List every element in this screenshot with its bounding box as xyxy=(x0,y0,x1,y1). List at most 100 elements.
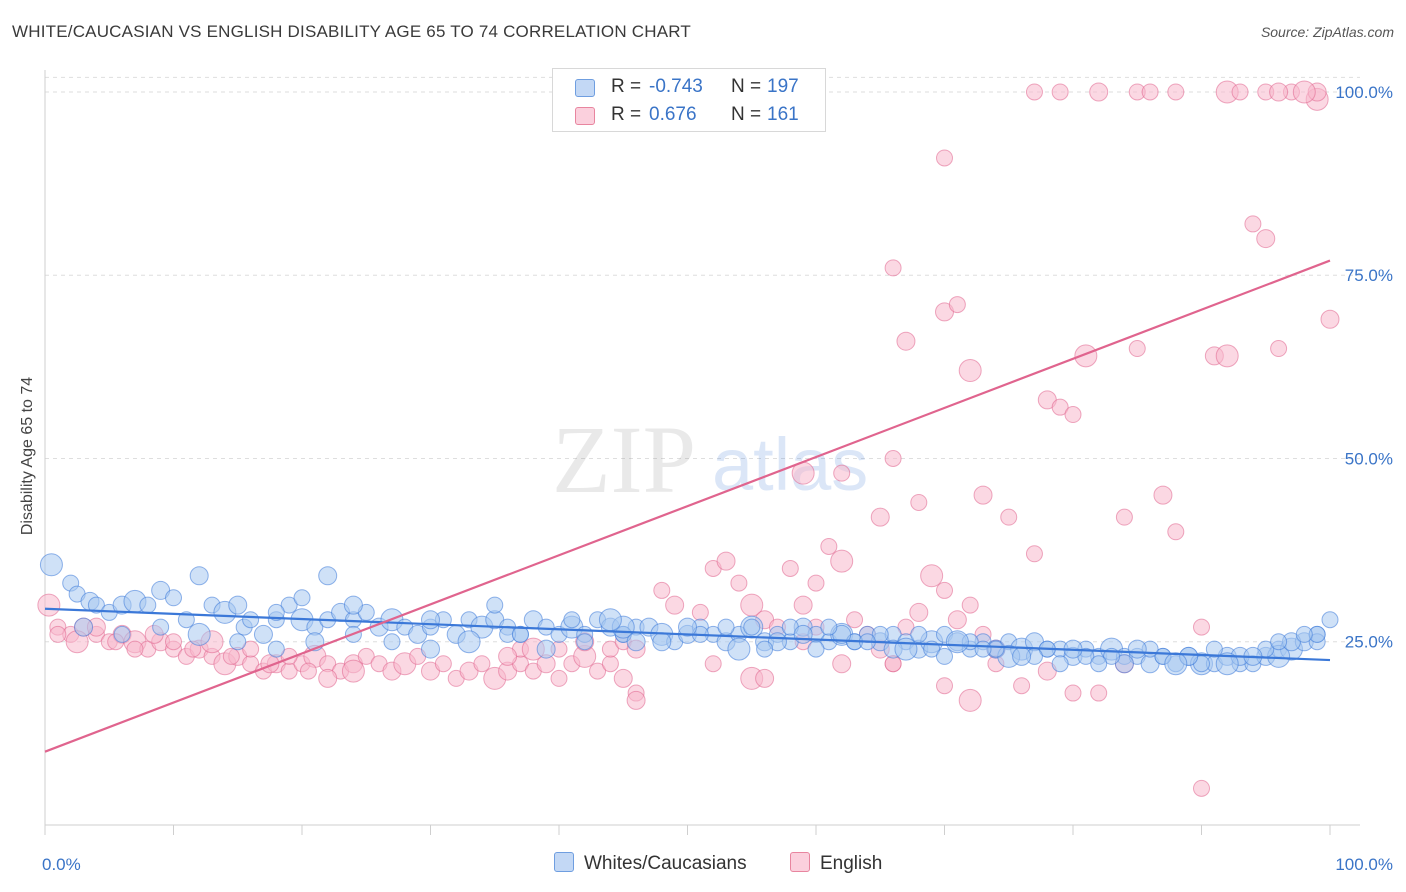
data-point xyxy=(253,624,273,644)
data-point xyxy=(870,507,890,527)
data-point xyxy=(1270,633,1288,651)
data-point xyxy=(187,622,211,646)
data-point xyxy=(228,595,248,615)
legend-r-value: 0.676 xyxy=(649,104,697,125)
data-point xyxy=(1295,625,1313,643)
data-point xyxy=(242,611,260,629)
data-point xyxy=(563,611,581,629)
data-point xyxy=(894,637,918,661)
chart-title: WHITE/CAUCASIAN VS ENGLISH DISABILITY AG… xyxy=(12,22,691,41)
data-point xyxy=(884,449,902,467)
data-point xyxy=(1074,344,1098,368)
watermark-zip: ZIP xyxy=(552,406,696,513)
data-point xyxy=(947,610,967,630)
data-point xyxy=(820,537,838,555)
data-point xyxy=(910,493,928,511)
data-point xyxy=(1064,406,1082,424)
trend-line xyxy=(44,259,1331,753)
data-point xyxy=(383,633,401,651)
data-point xyxy=(165,633,182,651)
data-point xyxy=(974,640,992,658)
trend-lines xyxy=(44,259,1331,753)
data-point xyxy=(716,551,736,571)
data-point xyxy=(973,485,993,505)
data-point xyxy=(39,553,63,577)
data-point xyxy=(1167,83,1185,101)
data-point xyxy=(807,574,825,592)
data-point xyxy=(920,564,944,588)
data-point xyxy=(486,596,504,614)
data-point xyxy=(189,566,209,586)
legend-row-english: R = 0.676 N = 161 xyxy=(553,101,825,129)
data-point xyxy=(74,617,94,637)
data-point xyxy=(1256,229,1276,249)
trend-line xyxy=(44,607,1331,662)
data-point xyxy=(267,640,285,658)
data-point xyxy=(473,655,491,673)
legend-swatch-whites xyxy=(575,79,595,97)
data-point xyxy=(421,610,440,630)
data-point xyxy=(229,633,247,651)
data-point xyxy=(343,595,363,615)
data-point xyxy=(1141,83,1159,101)
data-point xyxy=(267,603,285,621)
data-point xyxy=(691,603,709,621)
data-point xyxy=(421,639,440,659)
x-tick-label: 100.0% xyxy=(1335,855,1393,874)
data-point xyxy=(832,654,852,674)
data-point xyxy=(1012,646,1032,666)
data-point xyxy=(910,625,928,643)
data-point xyxy=(665,595,685,615)
legend-n-label: N = xyxy=(731,104,762,125)
data-point xyxy=(1090,655,1108,673)
data-point xyxy=(678,617,697,637)
data-point xyxy=(1128,340,1146,358)
data-point xyxy=(958,359,982,383)
data-point xyxy=(357,647,375,665)
data-point xyxy=(793,624,813,644)
data-point xyxy=(948,296,966,314)
data-point xyxy=(884,259,902,277)
legend-row-whites: R = -0.743 N = 197 xyxy=(553,73,825,101)
data-point xyxy=(1013,677,1031,695)
data-point xyxy=(833,464,851,482)
data-point xyxy=(1193,779,1210,797)
x-tick-labels: 0.0% 100.0% xyxy=(42,855,1393,874)
data-point xyxy=(755,668,775,688)
x-tick-label: 0.0% xyxy=(42,855,81,874)
legend-swatch-english xyxy=(575,107,595,125)
data-point xyxy=(958,688,982,712)
data-point xyxy=(152,618,170,636)
data-point xyxy=(165,589,182,607)
data-point xyxy=(1292,80,1316,104)
data-point xyxy=(626,632,646,652)
data-point xyxy=(318,566,338,586)
data-point xyxy=(1321,611,1339,629)
y-tick-label: 75.0% xyxy=(1345,266,1393,285)
data-point xyxy=(299,662,317,680)
y-tick-label: 25.0% xyxy=(1345,633,1393,652)
data-point xyxy=(536,639,556,659)
data-point xyxy=(511,625,529,643)
legend-r-value: -0.743 xyxy=(649,76,703,97)
bottom-legend-whites: Whites/Caucasians xyxy=(554,852,747,875)
data-point xyxy=(1153,485,1173,505)
data-point xyxy=(318,668,338,688)
data-point xyxy=(113,625,131,643)
data-point xyxy=(626,690,646,710)
data-point xyxy=(1269,82,1289,102)
data-point xyxy=(1244,215,1262,233)
data-point xyxy=(1051,83,1069,101)
data-point xyxy=(1215,344,1239,368)
data-point xyxy=(807,640,825,658)
data-point xyxy=(1115,508,1133,526)
bottom-legend-swatch-whites xyxy=(554,852,574,872)
watermark: ZIP atlas xyxy=(552,406,868,513)
watermark-atlas: atlas xyxy=(712,423,868,506)
data-point xyxy=(1051,398,1069,416)
data-point xyxy=(1320,309,1340,329)
data-point xyxy=(293,589,311,607)
data-point xyxy=(1205,640,1223,658)
data-point xyxy=(1025,545,1043,563)
data-point xyxy=(743,618,761,636)
